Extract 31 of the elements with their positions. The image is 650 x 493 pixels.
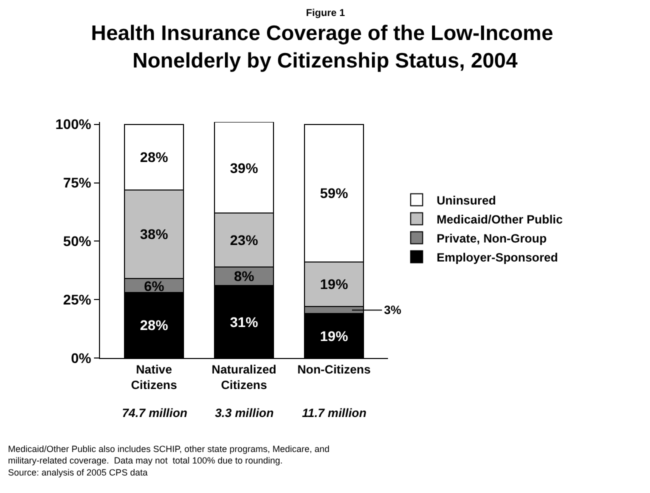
legend-label: Employer-Sponsored xyxy=(436,250,558,264)
y-tick-label: 75% xyxy=(63,174,92,191)
data-label: 19% xyxy=(320,276,349,292)
y-tick-label: 25% xyxy=(63,291,92,308)
data-label: 28% xyxy=(140,317,169,333)
data-label: 28% xyxy=(140,149,169,165)
caption: Figure 1 xyxy=(306,8,346,19)
y-tick-label: 50% xyxy=(63,233,92,250)
legend-label: Medicaid/Other Public xyxy=(436,212,563,226)
chart-title: Health Insurance Coverage of the Low-Income Nonelderly by Citizenship Status, 2004 xyxy=(91,22,559,72)
data-label: 39% xyxy=(230,160,259,176)
data-label: 23% xyxy=(230,232,259,248)
data-label: 8% xyxy=(234,268,255,284)
x-tick-label: Non-Citizens xyxy=(297,362,371,376)
legend-label: Private, Non-Group xyxy=(436,231,547,246)
data-label: 59% xyxy=(320,185,349,201)
data-label: 31% xyxy=(230,314,259,330)
data-label: 19% xyxy=(320,328,349,344)
text: 11.7 million xyxy=(302,406,366,420)
data-label: 38% xyxy=(140,226,169,242)
x-tick-label: Naturalized Citizens xyxy=(212,362,276,392)
legend-label: Uninsured xyxy=(436,193,496,208)
data-label: 6% xyxy=(144,278,165,294)
text: 74.7 million xyxy=(122,406,188,420)
text: 3.3 million xyxy=(215,406,274,420)
x-tick-label: Native Citizens xyxy=(130,362,178,392)
source-note: Source: analysis of 2005 CPS data xyxy=(8,467,148,478)
y-tick-label: 100% xyxy=(55,116,92,132)
data-label: 3% xyxy=(384,303,402,317)
text: Medicaid/Other Public also includes SCHIP, other state programs, Medicare, and military-related coverage. Data may not total 100% due to rounding. xyxy=(8,444,330,466)
y-tick-label: 0% xyxy=(70,350,92,366)
